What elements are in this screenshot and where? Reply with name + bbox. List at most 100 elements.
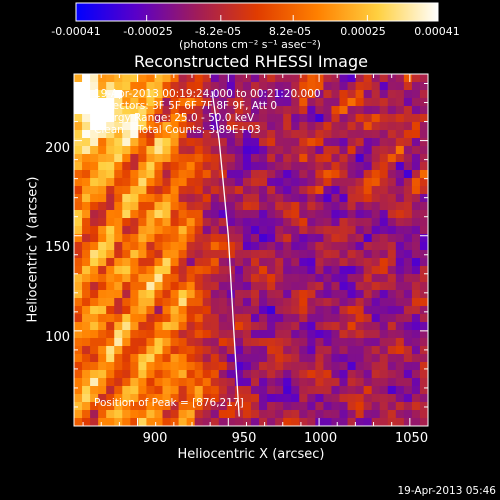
heatmap-cell	[154, 202, 164, 211]
heatmap-cell	[138, 282, 148, 291]
heatmap-cell	[138, 154, 148, 163]
colorbar-ticks	[75, 15, 439, 21]
heatmap-cell	[403, 98, 413, 107]
heatmap-cell	[419, 386, 428, 395]
heatmap-cell	[186, 234, 196, 243]
heatmap-cell	[403, 314, 413, 323]
heatmap-cell	[90, 258, 99, 267]
heatmap-cell	[307, 226, 316, 235]
heatmap-cell	[154, 314, 164, 323]
heatmap-cell	[242, 170, 252, 179]
heatmap-cell	[395, 338, 405, 347]
heatmap-cell	[411, 394, 421, 403]
heatmap-cell	[259, 146, 268, 155]
heatmap-cell	[259, 402, 268, 411]
heatmap-cell	[242, 90, 252, 99]
heatmap-cell	[202, 162, 212, 171]
heatmap-cell	[218, 154, 228, 163]
heatmap-cell	[315, 218, 325, 227]
heatmap-cell	[146, 298, 156, 307]
heatmap-cell	[98, 74, 107, 83]
heatmap-cell	[283, 170, 292, 179]
heatmap-cell	[363, 170, 373, 179]
heatmap-cell	[138, 274, 148, 283]
heatmap-cell	[106, 210, 115, 219]
heatmap-cell	[82, 346, 91, 355]
heatmap-cell	[307, 410, 316, 419]
heatmap-cell	[98, 274, 107, 283]
heatmap-cell	[186, 170, 196, 179]
heatmap-cell	[74, 322, 83, 331]
heatmap-cell	[218, 122, 228, 131]
heatmap-cell	[411, 218, 421, 227]
heatmap-cell	[379, 410, 389, 419]
colorbar-tick-label: -0.00025	[123, 25, 173, 38]
heatmap-cell	[90, 370, 99, 379]
heatmap-cell	[114, 162, 123, 171]
heatmap-cell	[315, 378, 325, 387]
heatmap-cell	[339, 266, 349, 275]
heatmap-cell	[218, 226, 228, 235]
heatmap-cell	[202, 394, 212, 403]
heatmap-cell	[371, 354, 381, 363]
heatmap-cell	[371, 210, 381, 219]
heatmap-cell	[82, 202, 91, 211]
heatmap-cell	[331, 170, 341, 179]
heatmap-cell	[419, 314, 428, 323]
heatmap-cell	[186, 162, 196, 171]
heatmap-cell	[130, 282, 139, 291]
heatmap-cell	[114, 194, 123, 203]
heatmap-cell	[178, 138, 188, 147]
heatmap-cell	[210, 82, 220, 91]
heatmap-cell	[315, 186, 325, 195]
heatmap-cell	[323, 74, 333, 83]
heatmap-cell	[106, 130, 115, 139]
peak-position-annotation: Position of Peak = [876,217]	[94, 397, 244, 409]
heatmap-cell	[419, 418, 428, 426]
heatmap-cell	[275, 242, 284, 251]
heatmap-cell	[170, 282, 180, 291]
heatmap-cell	[226, 114, 236, 123]
heatmap-cell	[283, 202, 292, 211]
heatmap-cell	[403, 394, 413, 403]
heatmap-cell	[98, 90, 107, 99]
heatmap-cell	[218, 82, 228, 91]
heatmap-cell	[419, 282, 428, 291]
heatmap-cell	[395, 362, 405, 371]
x-tick-label: 900	[142, 431, 168, 446]
heatmap-cell	[283, 226, 292, 235]
heatmap-cell	[339, 170, 349, 179]
heatmap-cell	[291, 210, 300, 219]
heatmap-cell	[299, 90, 308, 99]
heatmap-cell	[419, 226, 428, 235]
heatmap-cell	[130, 306, 139, 315]
heatmap-cell	[379, 258, 389, 267]
heatmap-cell	[315, 122, 325, 131]
heatmap-cell	[275, 186, 284, 195]
heatmap-cell	[186, 386, 196, 395]
heatmap-cell	[146, 154, 156, 163]
heatmap-cell	[226, 250, 236, 259]
heatmap-cell	[114, 314, 123, 323]
heatmap-cell	[218, 370, 228, 379]
heatmap-cell	[403, 290, 413, 299]
heatmap-cell	[299, 218, 308, 227]
heatmap-cell	[347, 258, 357, 267]
heatmap-cell	[259, 106, 268, 115]
heatmap-cell	[267, 386, 276, 395]
heatmap-cell	[251, 202, 260, 211]
heatmap-cell	[259, 74, 268, 83]
heatmap-cell	[283, 362, 292, 371]
heatmap-cell	[371, 138, 381, 147]
heatmap-cell	[194, 154, 204, 163]
heatmap-cell	[371, 378, 381, 387]
heatmap-cell	[395, 322, 405, 331]
heatmap-cell	[291, 370, 300, 379]
heatmap-cell	[178, 218, 188, 227]
heatmap-cell	[90, 314, 99, 323]
heatmap-cell	[331, 226, 341, 235]
heatmap-cell	[411, 282, 421, 291]
heatmap-cell	[114, 362, 123, 371]
heatmap-cell	[98, 242, 107, 251]
heatmap-cell	[299, 274, 308, 283]
